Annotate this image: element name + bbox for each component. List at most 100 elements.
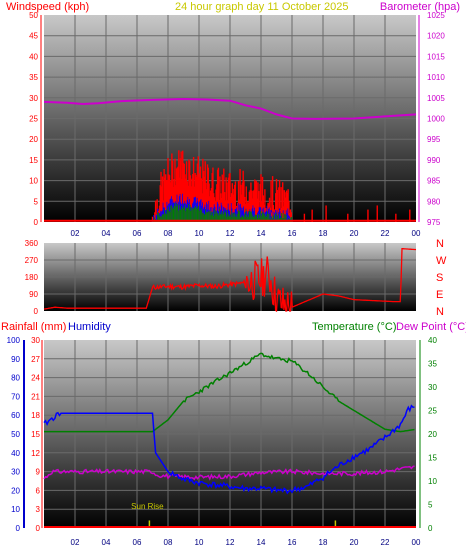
x-tick-label: 04	[102, 229, 111, 238]
y-tick-label: 35	[428, 360, 437, 369]
graph-title: 24 hour graph day 11 October 2025	[175, 1, 348, 13]
x-tick-label: 22	[381, 229, 390, 238]
y-tick-label: 180	[25, 273, 39, 282]
humidity-line	[43, 404, 415, 495]
sunrise-label: Sun Rise	[131, 502, 164, 511]
direction-panel-series	[43, 248, 417, 313]
y-tick-label: 30	[428, 383, 437, 392]
y-tick-label: 270	[25, 256, 39, 265]
x-tick-label: 16	[288, 229, 297, 238]
y-tick-label: 80	[11, 374, 20, 383]
y-tick-label: 27	[31, 355, 40, 364]
y-tick-label: 90	[29, 290, 38, 299]
wind-direction-line	[43, 248, 417, 313]
y-tick-label: 50	[29, 11, 38, 20]
y-tick-label: 1025	[427, 11, 445, 20]
wind-panel-axes: 02 04 06 08 10 12 14 16 18 20 22 000510152025303540…	[29, 11, 445, 238]
compass-label: E	[436, 289, 443, 301]
y-tick-label: 15	[31, 430, 40, 439]
x-tick-label: 18	[319, 229, 328, 238]
x-tick-label: 16	[288, 538, 297, 547]
y-tick-label: 0	[428, 524, 433, 533]
y-tick-label: 9	[36, 468, 41, 477]
y-tick-label: 0	[34, 218, 39, 227]
y-tick-label: 18	[31, 411, 40, 420]
x-tick-label: 02	[71, 229, 80, 238]
windspeed-label: Windspeed (kph)	[6, 1, 89, 13]
x-tick-label: 02	[71, 538, 80, 547]
y-tick-label: 60	[11, 411, 20, 420]
y-tick-label: 20	[11, 486, 20, 495]
y-tick-label: 6	[36, 486, 41, 495]
y-tick-label: 40	[29, 52, 38, 61]
x-tick-label: 06	[133, 538, 142, 547]
barometer-label: Barometer (hpa)	[380, 1, 460, 13]
y-tick-label: 1000	[427, 115, 445, 124]
y-tick-label: 30	[11, 468, 20, 477]
x-tick-label: 10	[195, 538, 204, 547]
y-tick-label: 5	[34, 197, 39, 206]
dewpoint-line	[43, 465, 415, 481]
x-tick-label: 14	[257, 229, 266, 238]
y-tick-label: 975	[427, 218, 441, 227]
y-tick-label: 30	[31, 336, 40, 345]
temperature-label: Temperature (°C)	[312, 321, 396, 333]
x-tick-label: 00	[412, 538, 421, 547]
y-tick-label: 1010	[427, 73, 445, 82]
y-tick-label: 0	[34, 307, 39, 316]
y-tick-label: 0	[16, 524, 21, 533]
humidity-label: Humidity	[68, 321, 111, 333]
x-tick-label: 00	[412, 229, 421, 238]
y-tick-label: 10	[428, 477, 437, 486]
compass-label: N	[436, 238, 444, 250]
compass-label: S	[436, 272, 443, 284]
x-tick-label: 08	[164, 229, 173, 238]
y-tick-label: 15	[29, 156, 38, 165]
x-tick-label: 22	[381, 538, 390, 547]
temperature-panel-axes: 02 04 06 08 10 12 14 16 18 20 22 000102030405060708…	[7, 336, 438, 547]
y-tick-label: 70	[11, 392, 20, 401]
y-tick-label: 10	[29, 177, 38, 186]
x-tick-label: 04	[102, 538, 111, 547]
x-tick-label: 10	[195, 229, 204, 238]
y-tick-label: 21	[31, 392, 40, 401]
rainfall-label: Rainfall (mm)	[1, 321, 66, 333]
x-tick-label: 20	[350, 538, 359, 547]
y-tick-label: 1015	[427, 52, 445, 61]
compass-label: N	[436, 306, 444, 318]
y-tick-label: 30	[29, 94, 38, 103]
y-tick-label: 24	[31, 374, 40, 383]
y-tick-label: 15	[428, 454, 437, 463]
y-tick-label: 40	[428, 336, 437, 345]
x-tick-label: 20	[350, 229, 359, 238]
y-tick-label: 40	[11, 449, 20, 458]
x-tick-label: 06	[133, 229, 142, 238]
y-tick-label: 50	[11, 430, 20, 439]
y-tick-label: 980	[427, 197, 441, 206]
y-tick-label: 20	[428, 430, 437, 439]
y-tick-label: 360	[25, 239, 39, 248]
y-tick-label: 1020	[427, 32, 445, 41]
y-tick-label: 90	[11, 355, 20, 364]
compass-label: W	[436, 255, 447, 267]
x-tick-label: 12	[226, 229, 235, 238]
y-tick-label: 0	[36, 524, 41, 533]
y-tick-label: 35	[29, 73, 38, 82]
y-tick-label: 20	[29, 135, 38, 144]
wind-panel-series	[43, 97, 417, 222]
y-tick-label: 10	[11, 505, 20, 514]
temperature-panel-grid	[44, 340, 416, 528]
y-tick-label: 25	[29, 115, 38, 124]
y-tick-label: 985	[427, 177, 441, 186]
direction-panel-grid	[44, 243, 416, 311]
y-tick-label: 990	[427, 156, 441, 165]
x-tick-label: 12	[226, 538, 235, 547]
x-tick-label: 08	[164, 538, 173, 547]
y-tick-label: 1005	[427, 94, 445, 103]
y-tick-label: 45	[29, 32, 38, 41]
y-tick-label: 5	[428, 501, 433, 510]
y-tick-label: 3	[36, 505, 41, 514]
x-tick-label: 18	[319, 538, 328, 547]
temperature-panel-series: Sun Rise	[43, 352, 416, 528]
